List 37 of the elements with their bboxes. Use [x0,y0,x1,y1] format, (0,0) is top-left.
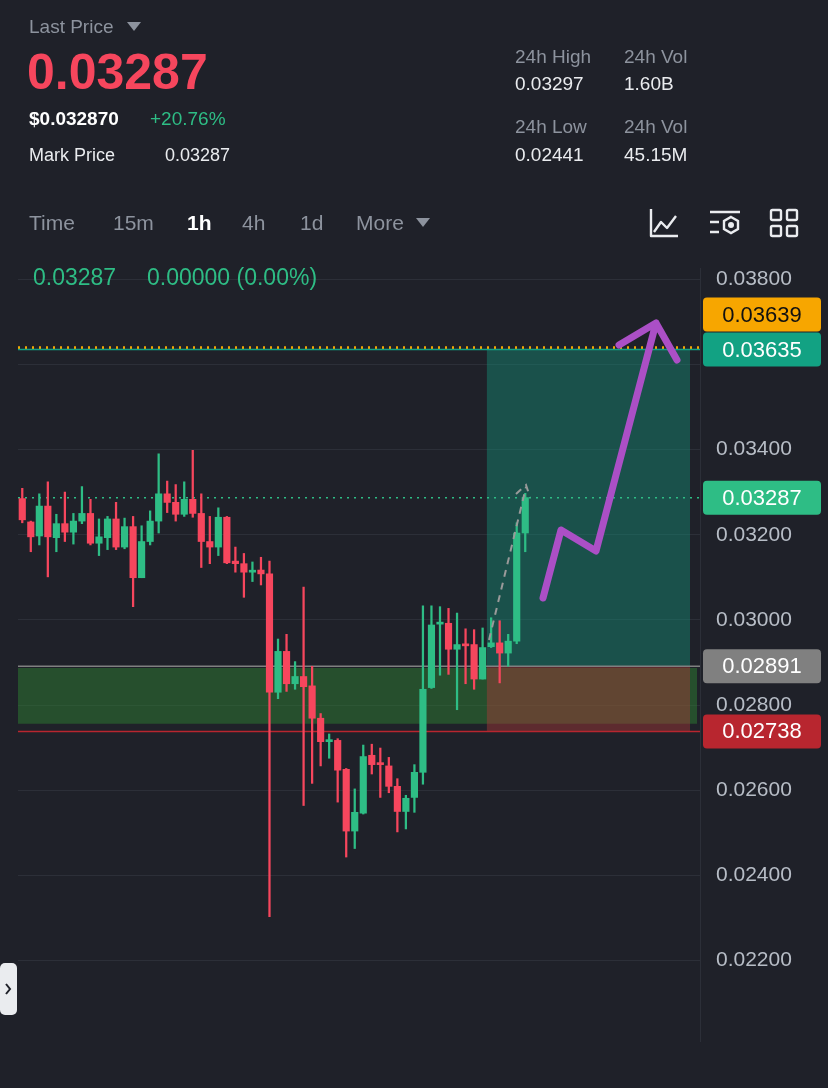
candlestick [248,561,257,582]
text: Mark Price [29,145,116,165]
text: 24h Vol [624,116,688,137]
text: 1d [300,211,324,234]
y-tick-label: 0.03800 [716,266,792,290]
y-tick-label: 0.03400 [716,436,792,460]
chart-title: Last Price [29,16,114,37]
text: +20.76% [150,108,226,129]
y-tick-label: 0.02200 [716,947,792,971]
text: Time [29,211,75,234]
text: 0.03287 [165,145,231,165]
y-tick-label: 0.02600 [716,776,792,800]
text: $0.032870 [29,108,119,129]
text: 1.60B [624,73,674,94]
text: 0.03297 [515,73,584,94]
ref-line-label: 0.03635 [722,336,802,362]
text: 1h [187,211,212,234]
text: 0.03287 [27,44,208,100]
text: 0.02441 [515,144,584,165]
chart-subtitle: 0.03287 [33,264,117,290]
text: 4h [242,211,266,234]
y-tick-label: 0.02400 [716,862,792,886]
ref-line-label: 0.02891 [722,653,802,679]
y-tick-label: 0.03200 [716,521,792,545]
y-tick-label: 0.02800 [716,691,792,715]
text: 15m [113,211,154,234]
candlestick [300,586,308,806]
ref-line-label: 0.02738 [722,718,802,744]
text: 24h Low [515,116,587,137]
text: 45.15M [624,144,688,165]
y-tick-label: 0.03000 [716,606,792,630]
text: 24h High [515,46,592,67]
ref-line-label: 0.03639 [722,301,802,327]
text: 24h Vol [624,46,688,67]
ref-line-label: 0.03287 [722,484,802,510]
annotation: 0.00000 (0.00%) [147,264,318,290]
text: More [356,211,404,234]
